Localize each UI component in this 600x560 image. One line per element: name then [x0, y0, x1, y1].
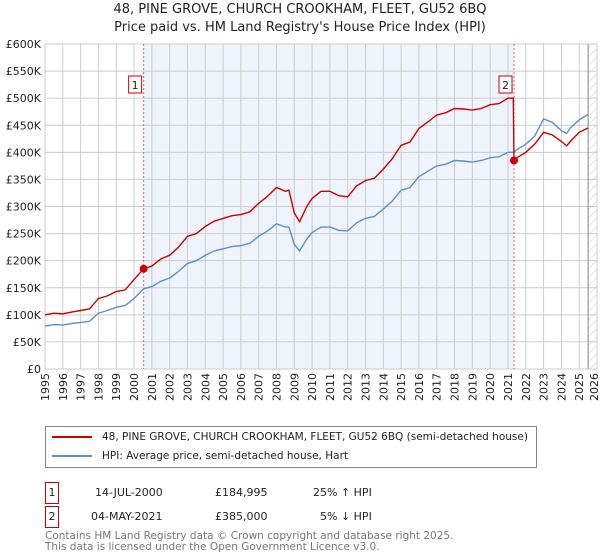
x-tick-label: 2008: [270, 373, 283, 401]
sale-row-2: 2 04-MAY-2021 £385,000 5% ↓ HPI: [45, 506, 445, 528]
legend-swatch-blue: [52, 455, 92, 457]
legend: 48, PINE GROVE, CHURCH CROOKHAM, FLEET, …: [45, 426, 537, 468]
sale-hpi: 5% ↓ HPI: [320, 510, 372, 523]
sale-label: 1: [132, 79, 139, 92]
y-tick-label: £100K: [6, 309, 42, 322]
x-tick-label: 2005: [217, 373, 230, 401]
legend-item-hpi: HPI: Average price, semi-detached house,…: [52, 450, 348, 462]
sale-price: £184,995: [215, 486, 268, 499]
x-tick-label: 2000: [128, 373, 141, 401]
sale-badge: 1: [45, 482, 59, 504]
legend-swatch-red: [52, 436, 92, 438]
x-tick-label: 2010: [306, 373, 319, 401]
sale-label: 2: [502, 79, 509, 92]
sale-point: [510, 156, 519, 165]
sale-price: £385,000: [215, 510, 268, 523]
x-tick-label: 2003: [181, 373, 194, 401]
x-tick-label: 2009: [288, 373, 301, 401]
x-tick-label: 2014: [377, 373, 390, 401]
y-tick-label: £300K: [6, 201, 42, 214]
legend-label: HPI: Average price, semi-detached house,…: [102, 450, 348, 462]
sale-badge: 2: [45, 506, 59, 528]
chart-subtitle: Price paid vs. HM Land Registry's House …: [114, 20, 486, 35]
x-tick-label: 2026: [588, 373, 600, 401]
sale-point: [139, 264, 148, 273]
x-tick-label: 2013: [360, 373, 373, 401]
y-tick-label: £200K: [6, 255, 42, 268]
y-tick-label: £350K: [6, 173, 42, 186]
x-tick-label: 2011: [324, 373, 337, 401]
footer: Contains HM Land Registry data © Crown c…: [45, 531, 453, 552]
y-tick-label: £500K: [6, 92, 42, 105]
y-tick-label: £150K: [6, 282, 42, 295]
x-tick-label: 1999: [110, 373, 123, 401]
x-tick-label: 2023: [538, 373, 551, 401]
y-tick-label: £450K: [6, 119, 42, 132]
x-tick-label: 2019: [466, 373, 479, 401]
legend-label: 48, PINE GROVE, CHURCH CROOKHAM, FLEET, …: [102, 431, 528, 443]
sale-hpi: 25% ↑ HPI: [313, 486, 372, 499]
y-tick-label: £400K: [6, 146, 42, 159]
footer-line: This data is licensed under the Open Gov…: [45, 540, 380, 553]
x-tick-label: 2002: [164, 373, 177, 401]
x-tick-label: 2025: [573, 373, 586, 401]
y-tick-label: £250K: [6, 228, 42, 241]
x-tick-label: 2020: [484, 373, 497, 401]
x-tick-label: 2018: [449, 373, 462, 401]
legend-item-price: 48, PINE GROVE, CHURCH CROOKHAM, FLEET, …: [52, 431, 528, 443]
sale-date: 04-MAY-2021: [91, 510, 163, 523]
x-tick-label: 2004: [199, 373, 212, 401]
y-tick-label: £550K: [6, 65, 42, 78]
chart-title: 48, PINE GROVE, CHURCH CROOKHAM, FLEET, …: [113, 2, 487, 17]
x-tick-label: 2022: [520, 373, 533, 401]
x-tick-label: 2007: [253, 373, 266, 401]
sale-date: 14-JUL-2000: [95, 486, 163, 499]
x-tick-label: 2012: [342, 373, 355, 401]
y-tick-label: £50K: [13, 336, 42, 349]
x-tick-label: 2016: [413, 373, 426, 401]
price-chart: £0 £50K £100K £150K £200K £250K £300K £350K £400…: [6, 38, 600, 401]
x-tick-label: 2017: [431, 373, 444, 401]
x-tick-label: 2021: [502, 373, 515, 401]
x-tick-label: 1998: [92, 373, 105, 401]
x-tick-label: 2015: [395, 373, 408, 401]
x-tick-label: 2006: [235, 373, 248, 401]
sale-label-box: [498, 75, 513, 94]
x-tick-label: 2001: [146, 373, 159, 401]
y-tick-label: £0: [27, 363, 41, 376]
x-tick-label: 1997: [75, 373, 88, 401]
sale-label-box: [128, 75, 143, 94]
x-tick-label: 1996: [57, 373, 70, 401]
x-tick-label: 2024: [555, 373, 568, 401]
x-tick-label: 1995: [39, 373, 52, 401]
sale-row-1: 1 14-JUL-2000 £184,995 25% ↑ HPI: [45, 482, 445, 504]
footer-line: Contains HM Land Registry data © Crown c…: [45, 530, 454, 542]
y-tick-label: £600K: [6, 38, 42, 51]
